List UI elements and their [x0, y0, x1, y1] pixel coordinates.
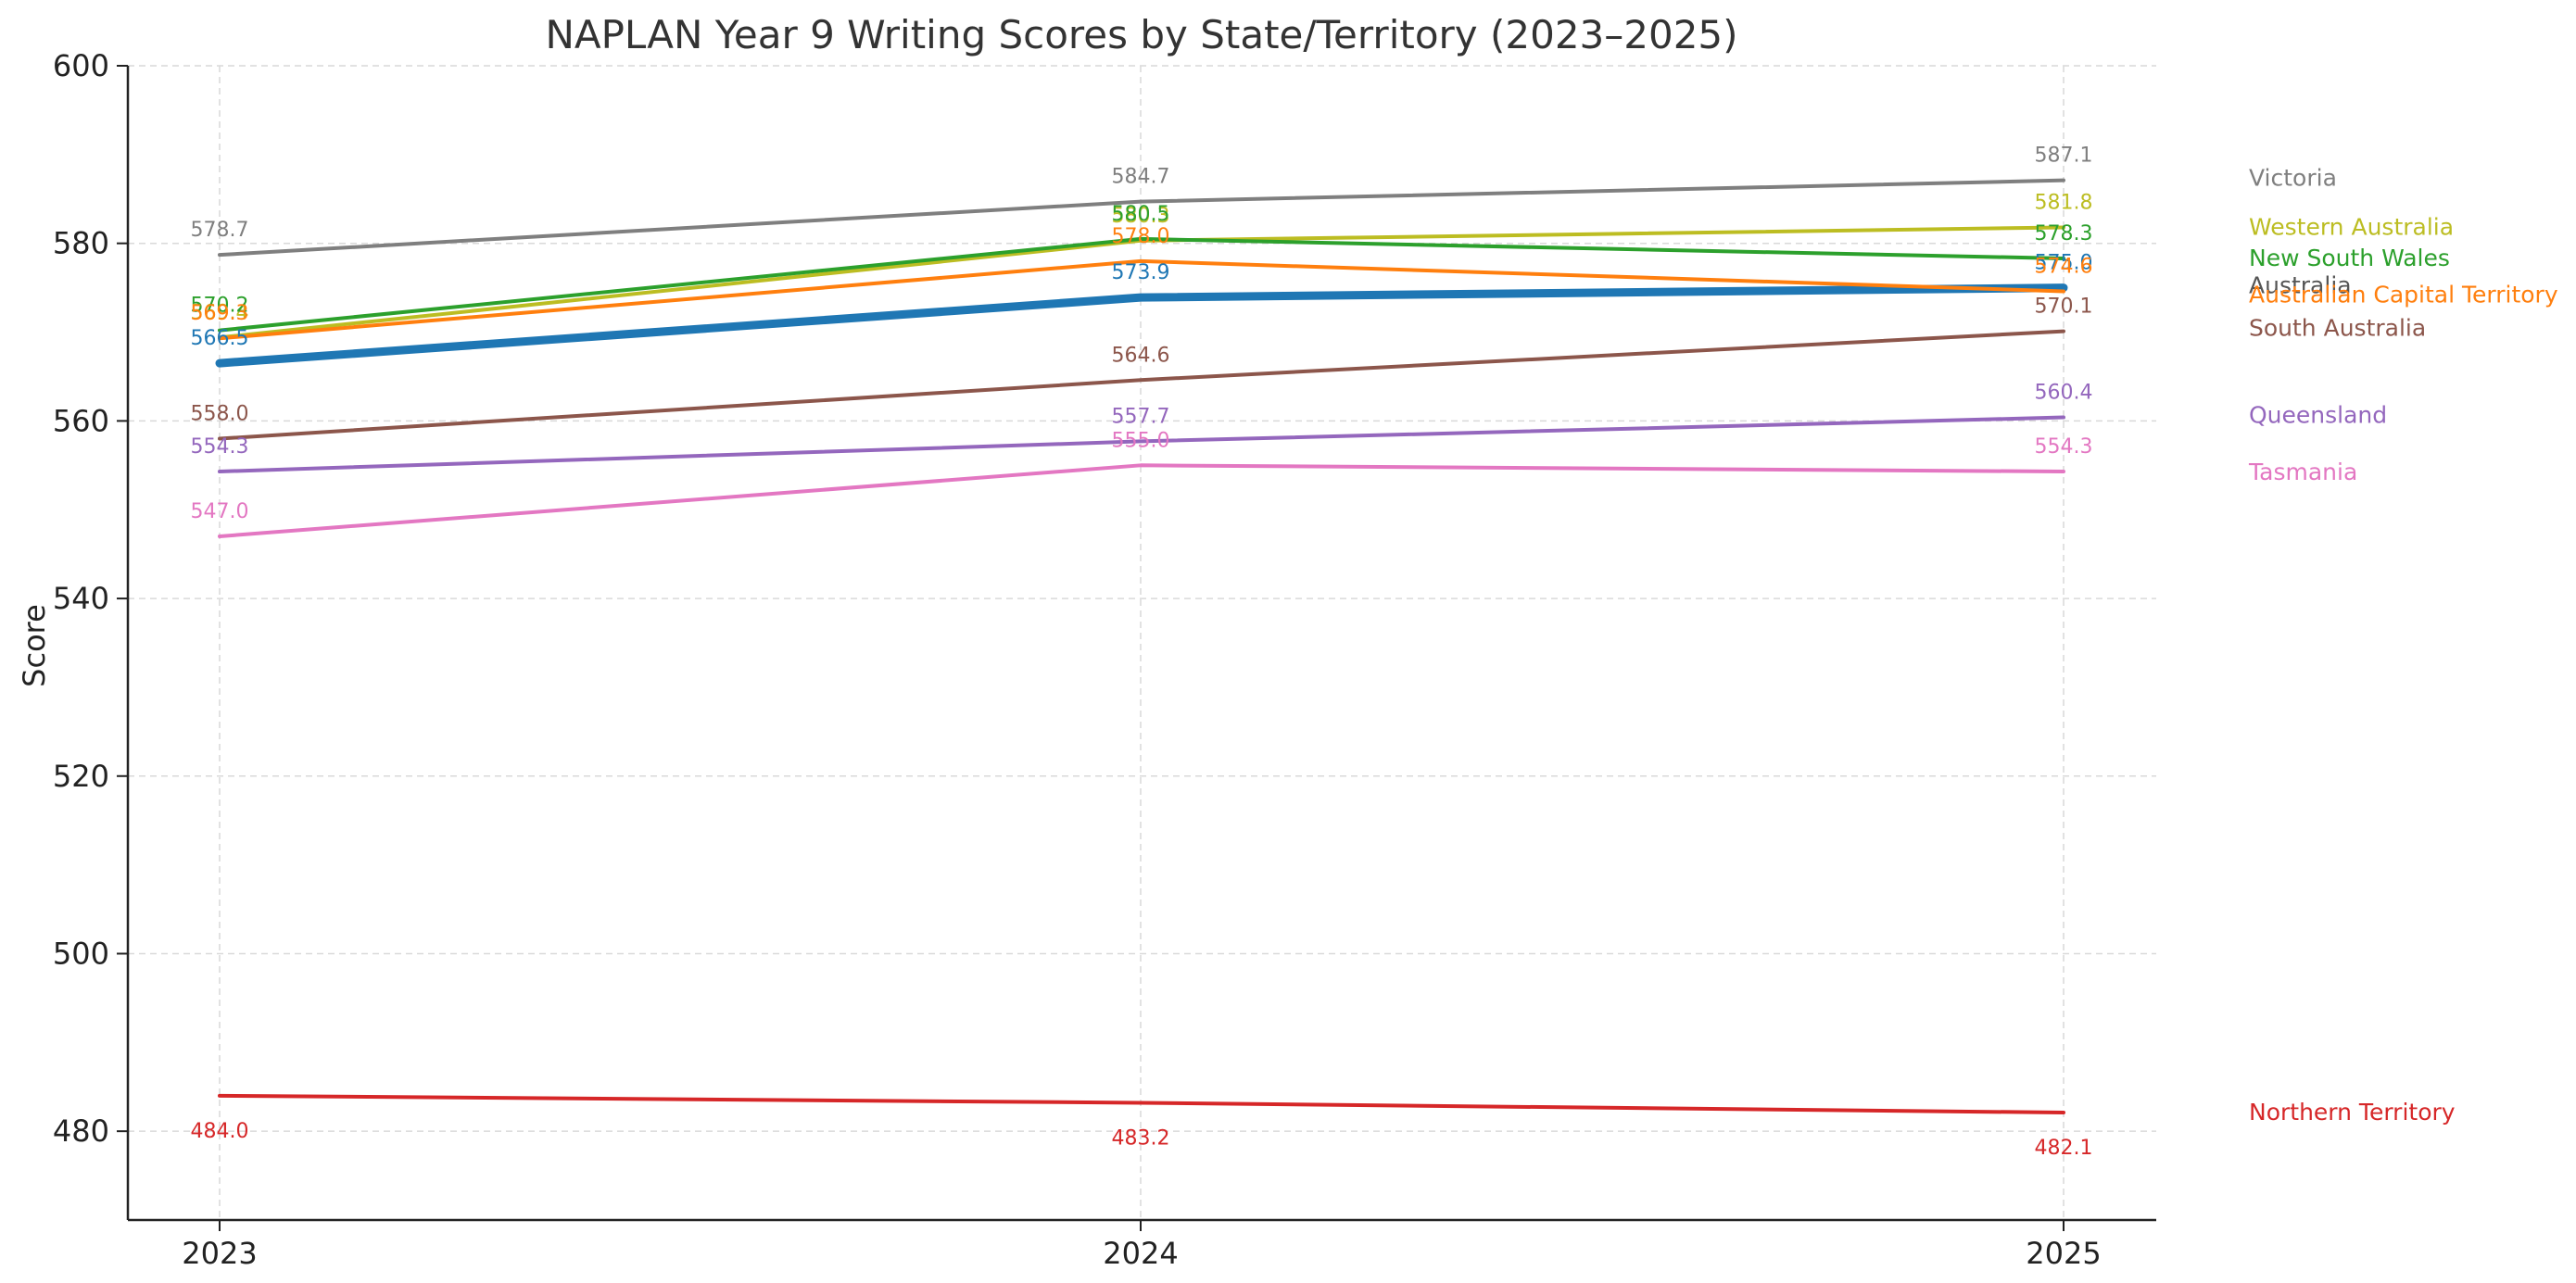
data-label: 578.0 — [1112, 225, 1170, 248]
data-label: 557.7 — [1112, 405, 1170, 428]
y-tick-label: 560 — [53, 403, 109, 438]
data-label: 587.1 — [2035, 145, 2093, 168]
axes-layer: 480 500 520 540 560 580 600 2023 2024 2025 — [53, 48, 2156, 1271]
data-label: 566.5 — [191, 327, 249, 350]
data-label: 569.4 — [191, 301, 249, 324]
y-tick-label: 540 — [53, 581, 109, 616]
y-tick-label: 480 — [53, 1113, 109, 1149]
data-label: 573.9 — [1112, 261, 1170, 284]
data-label: 570.2 — [191, 295, 249, 318]
data-label: 484.0 — [191, 1120, 249, 1143]
series-end-label-queensland: Queensland — [2249, 402, 2387, 429]
data-label: 575.0 — [2035, 252, 2093, 275]
series-end-label-australia: Australia — [2249, 272, 2352, 299]
data-label: 580.3 — [1112, 205, 1170, 228]
series-line-northern-territory — [218, 1093, 2065, 1115]
series-end-label-victoria: Victoria — [2249, 165, 2337, 192]
data-labels: 578.7 584.7 587.1 569.4 580.3 581.8 570.2 580.5… — [191, 145, 2093, 1160]
series-lines — [215, 178, 2068, 1115]
data-label: 578.7 — [191, 219, 249, 242]
series-line-australia — [215, 283, 2068, 368]
series-end-label-australian-capital-territory: Australian Capital Territory — [2249, 281, 2558, 308]
data-label: 560.4 — [2035, 382, 2093, 405]
data-label: 482.1 — [2035, 1137, 2093, 1160]
data-label: 580.5 — [1112, 203, 1170, 226]
series-end-label-new-south-wales: New South Wales — [2249, 245, 2450, 271]
data-label: 578.3 — [2035, 222, 2093, 245]
y-axis-label: Score — [17, 604, 52, 687]
series-end-labels: Victoria Western Australia New South Wales… — [2248, 165, 2558, 1126]
data-label: 483.2 — [1112, 1126, 1170, 1150]
series-line-tasmania — [218, 463, 2065, 538]
data-label: 555.0 — [1112, 429, 1170, 452]
y-tick-label: 580 — [53, 226, 109, 261]
data-label: 574.6 — [2035, 255, 2093, 278]
data-label: 581.8 — [2035, 191, 2093, 214]
data-label: 554.3 — [191, 435, 249, 459]
series-end-label-northern-territory: Northern Territory — [2249, 1099, 2456, 1126]
x-tick-label: 2025 — [2026, 1236, 2101, 1271]
y-tick-label: 600 — [53, 48, 109, 83]
series-line-new-south-wales — [218, 236, 2065, 333]
series-line-australian-capital-territory — [218, 258, 2065, 341]
series-line-south-australia — [218, 329, 2065, 441]
series-end-label-tasmania: Tasmania — [2248, 459, 2357, 485]
series-end-label-south-australia: South Australia — [2249, 315, 2426, 342]
data-label: 569.3 — [191, 302, 249, 325]
data-label: 564.6 — [1112, 344, 1170, 367]
series-line-queensland — [218, 415, 2065, 474]
data-label: 558.0 — [191, 403, 249, 426]
data-label: 570.1 — [2035, 296, 2093, 319]
series-line-victoria — [218, 178, 2065, 258]
data-label: 547.0 — [191, 500, 249, 523]
y-tick-label: 500 — [53, 936, 109, 971]
y-tick-label: 520 — [53, 759, 109, 794]
data-label: 554.3 — [2035, 435, 2093, 459]
chart-title: NAPLAN Year 9 Writing Scores by State/Te… — [545, 12, 1737, 57]
series-end-label-western-australia: Western Australia — [2249, 213, 2454, 240]
x-tick-label: 2024 — [1103, 1236, 1178, 1271]
data-label: 584.7 — [1112, 166, 1170, 189]
x-tick-label: 2023 — [182, 1236, 257, 1271]
